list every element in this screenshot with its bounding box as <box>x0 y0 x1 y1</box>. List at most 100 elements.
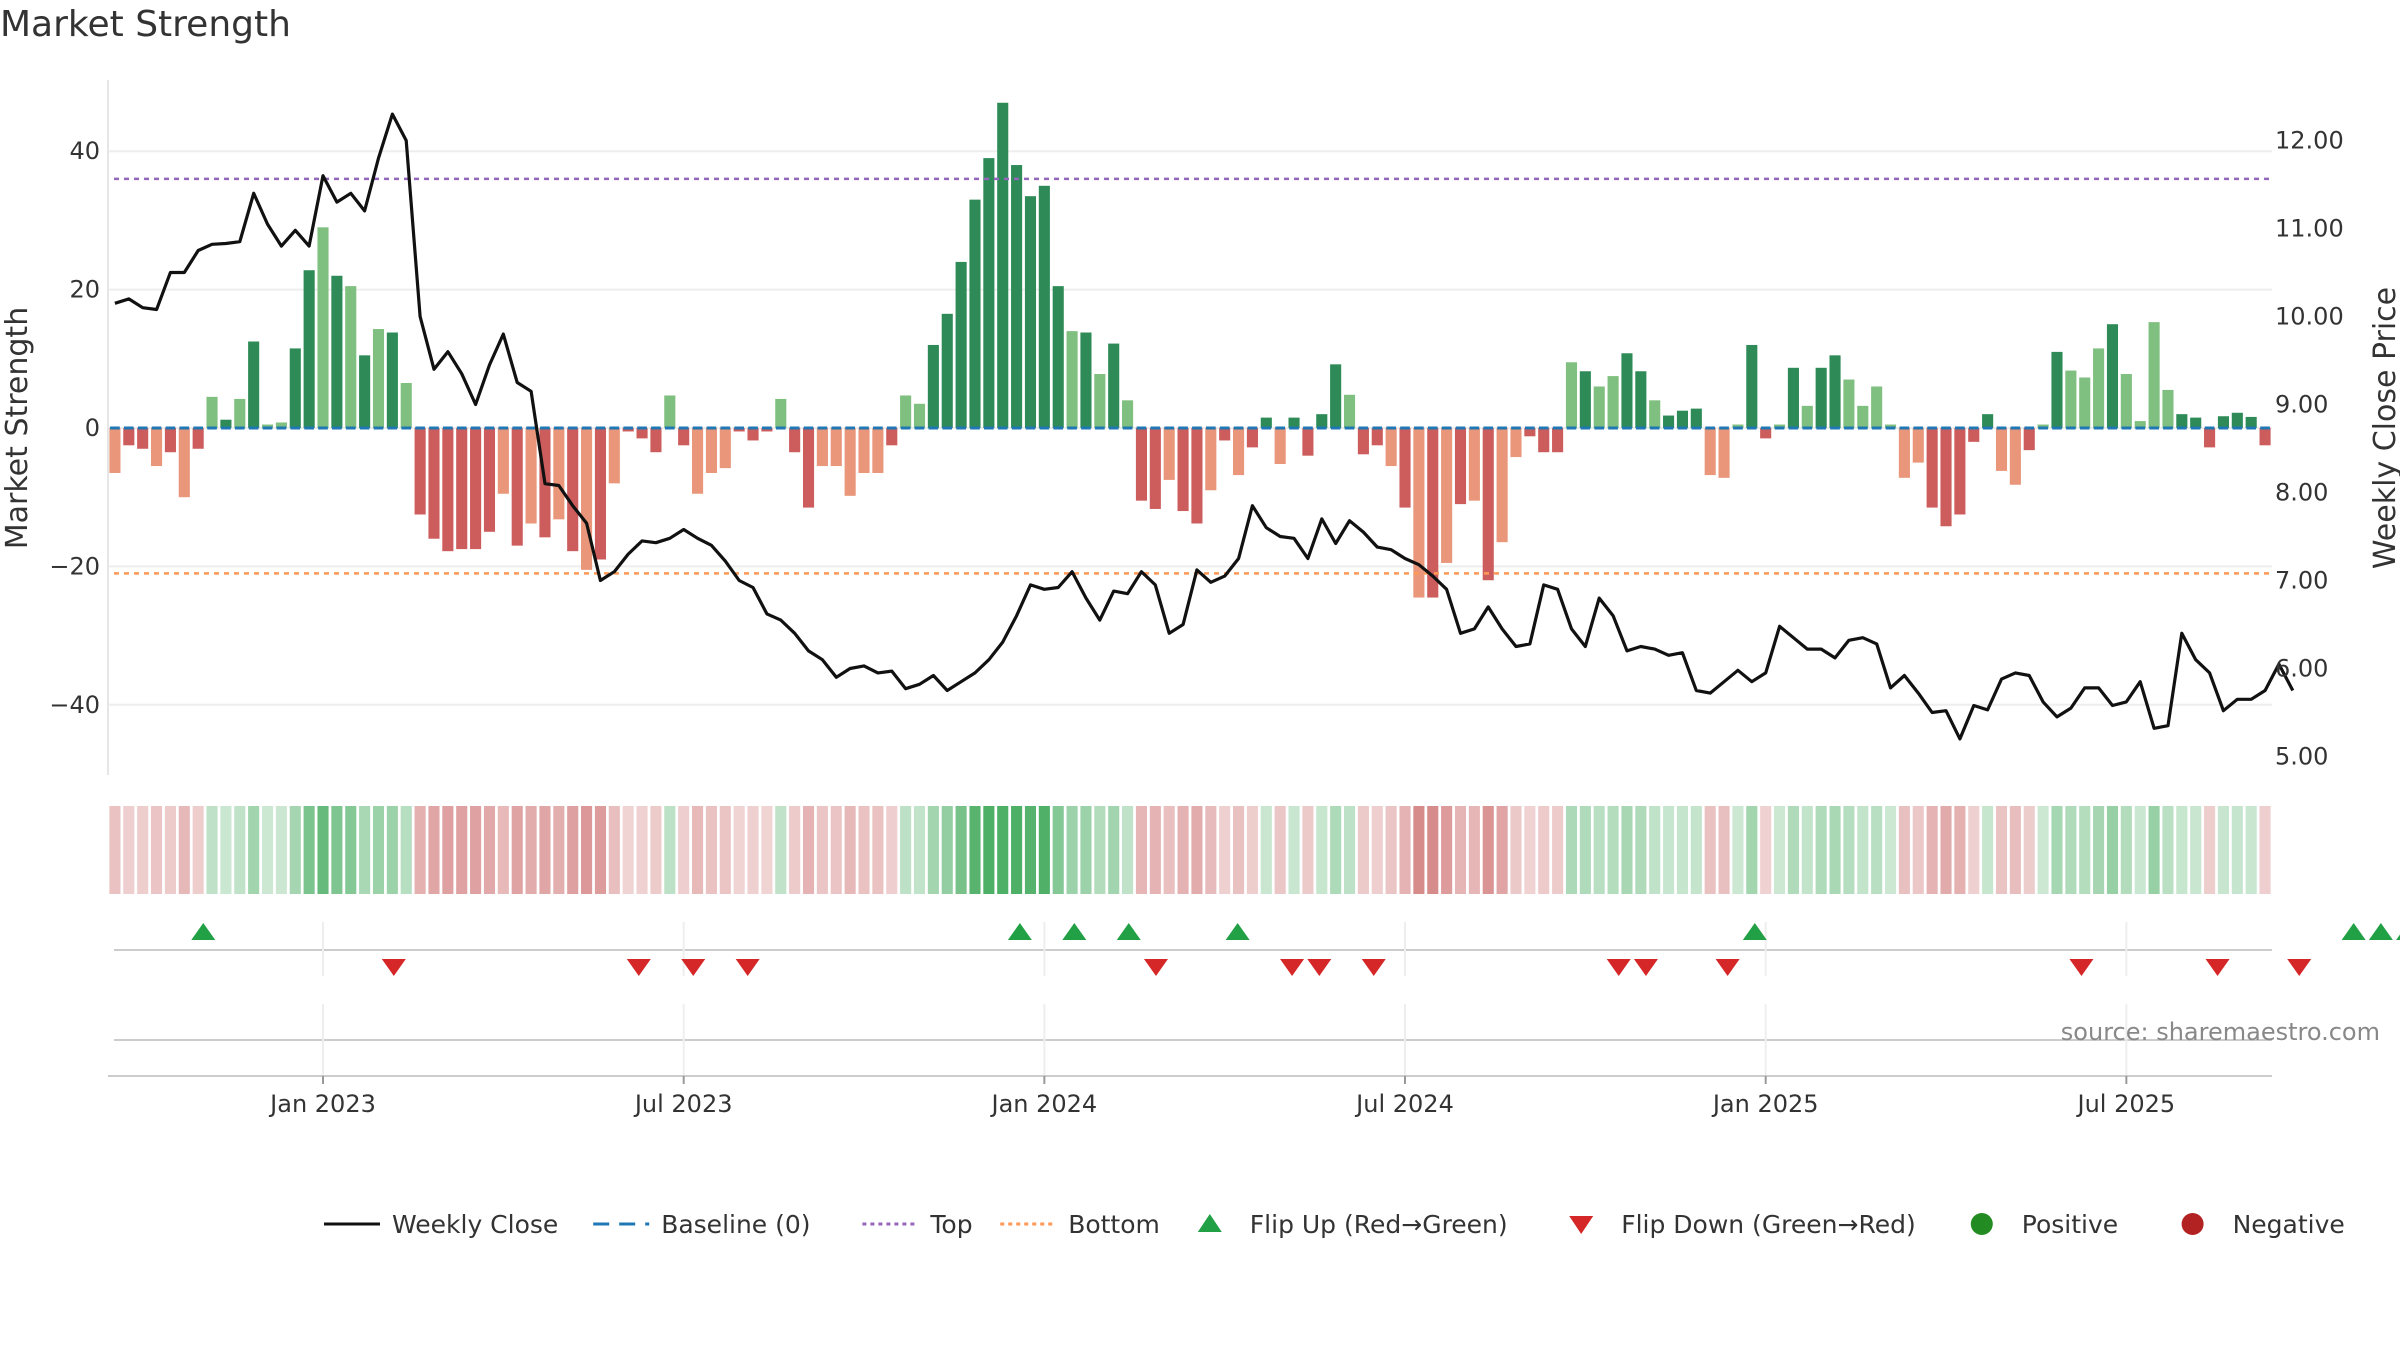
strength-bar <box>234 398 246 428</box>
strength-bar <box>1871 386 1883 428</box>
regime-strip-cell <box>1177 806 1189 894</box>
y2-axis-title: Weekly Close Price <box>2368 287 2400 569</box>
regime-strip-cell <box>2051 806 2063 894</box>
regime-strip-cell <box>900 806 912 894</box>
strength-bar <box>622 428 634 432</box>
regime-strip-cell <box>206 806 218 894</box>
strength-bar <box>1621 353 1633 428</box>
flip-up-marker <box>1225 923 1250 940</box>
strength-bar <box>2134 421 2146 428</box>
flip-down-marker <box>1307 959 1332 976</box>
regime-strip-cell <box>789 806 801 894</box>
regime-strip-cell <box>1454 806 1467 894</box>
regime-strip-cell <box>1011 806 1023 894</box>
strength-bar <box>1524 428 1536 437</box>
regime-strip-cell <box>622 806 634 894</box>
strength-bar <box>664 395 676 428</box>
strength-bar <box>1385 428 1397 467</box>
strength-bar <box>1954 428 1966 515</box>
y-axis-title: Market Strength <box>0 307 35 549</box>
regime-strip-cell <box>1385 806 1397 894</box>
legend-label: Negative <box>2233 1210 2345 1239</box>
y-tick-label: 20 <box>69 276 100 304</box>
regime-strip-cell <box>747 806 759 894</box>
regime-strip-cell <box>386 806 398 894</box>
strength-bar <box>900 395 912 428</box>
strength-bar <box>109 428 121 473</box>
regime-strip-cell <box>636 806 648 894</box>
strength-bar <box>789 428 801 453</box>
regime-strip-cell <box>2065 806 2077 894</box>
legend-item-flip_down: Flip Down (Green→Red) <box>1569 1210 1916 1239</box>
regime-strip-cell <box>2023 806 2035 894</box>
strength-bar <box>1274 428 1286 464</box>
regime-strip <box>109 806 2271 894</box>
regime-strip-cell <box>1857 806 1869 894</box>
strength-bar <box>372 329 385 428</box>
regime-strip-cell <box>1316 806 1328 894</box>
strength-bar <box>761 428 773 432</box>
regime-strip-cell <box>1593 806 1605 894</box>
strength-bar <box>386 332 398 428</box>
strength-bar <box>553 428 565 520</box>
strength-bar <box>1663 415 1675 428</box>
strength-bar <box>1177 428 1189 512</box>
flip-down-marker <box>1143 959 1168 976</box>
regime-strip-cell <box>2120 806 2132 894</box>
regime-strip-cell <box>1968 806 1980 894</box>
regime-strip-cell <box>719 806 731 894</box>
regime-strip-cell <box>331 806 343 894</box>
strength-bar <box>705 428 717 473</box>
regime-strip-cell <box>1302 806 1314 894</box>
strength-bar <box>2231 412 2243 428</box>
regime-strip-cell <box>1579 806 1591 894</box>
y-tick-label: −40 <box>49 691 100 719</box>
regime-strip-cell <box>234 806 246 894</box>
regime-strip-cell <box>2037 806 2049 894</box>
strength-bar <box>1676 410 1688 428</box>
regime-strip-cell <box>151 806 163 894</box>
regime-strip-cell <box>1704 806 1716 894</box>
regime-strip-cell <box>1621 806 1633 894</box>
strength-bar <box>1829 355 1841 428</box>
strength-bar <box>1302 428 1314 456</box>
regime-strip-cell <box>1995 806 2008 894</box>
flip-up-marker <box>191 923 216 940</box>
strength-bar <box>1746 344 1758 428</box>
strength-bar <box>1496 428 1508 543</box>
strength-bar <box>1774 424 1786 428</box>
regime-strip-cell <box>1163 806 1175 894</box>
regime-strip-cell <box>664 806 676 894</box>
regime-strip-cell <box>830 806 842 894</box>
strength-bar <box>1593 386 1605 428</box>
strength-bar <box>123 428 135 446</box>
strength-bar <box>1288 417 1300 428</box>
regime-strip-cell <box>1024 806 1037 894</box>
strength-bar <box>442 428 454 552</box>
regime-strip-cell <box>289 806 301 894</box>
regime-strip-cell <box>1219 806 1231 894</box>
regime-strip-cell <box>1524 806 1536 894</box>
strength-bar <box>2093 348 2105 428</box>
regime-strip-cell <box>428 806 440 894</box>
regime-strip-cell <box>1552 806 1564 894</box>
strength-bar <box>261 424 274 428</box>
strength-bar <box>206 396 218 428</box>
legend-swatch <box>1970 1213 1993 1235</box>
regime-strip-cell <box>844 806 856 894</box>
strength-bar <box>359 355 371 428</box>
strength-bar <box>400 383 412 428</box>
regime-strip-cell <box>650 806 662 894</box>
legend-swatch <box>1197 1214 1222 1232</box>
regime-strip-cell <box>1399 806 1411 894</box>
strength-bar <box>2259 428 2271 446</box>
regime-strip-cell <box>2217 806 2229 894</box>
regime-strip-cell <box>1357 806 1369 894</box>
strength-bar <box>2106 324 2119 428</box>
regime-strip-cell <box>1690 806 1702 894</box>
regime-strip-cell <box>2009 806 2021 894</box>
strength-bar <box>1260 417 1272 428</box>
regime-strip-cell <box>1871 806 1883 894</box>
regime-strip-cell <box>594 806 606 894</box>
legend-item-negative: Negative <box>2181 1210 2345 1239</box>
